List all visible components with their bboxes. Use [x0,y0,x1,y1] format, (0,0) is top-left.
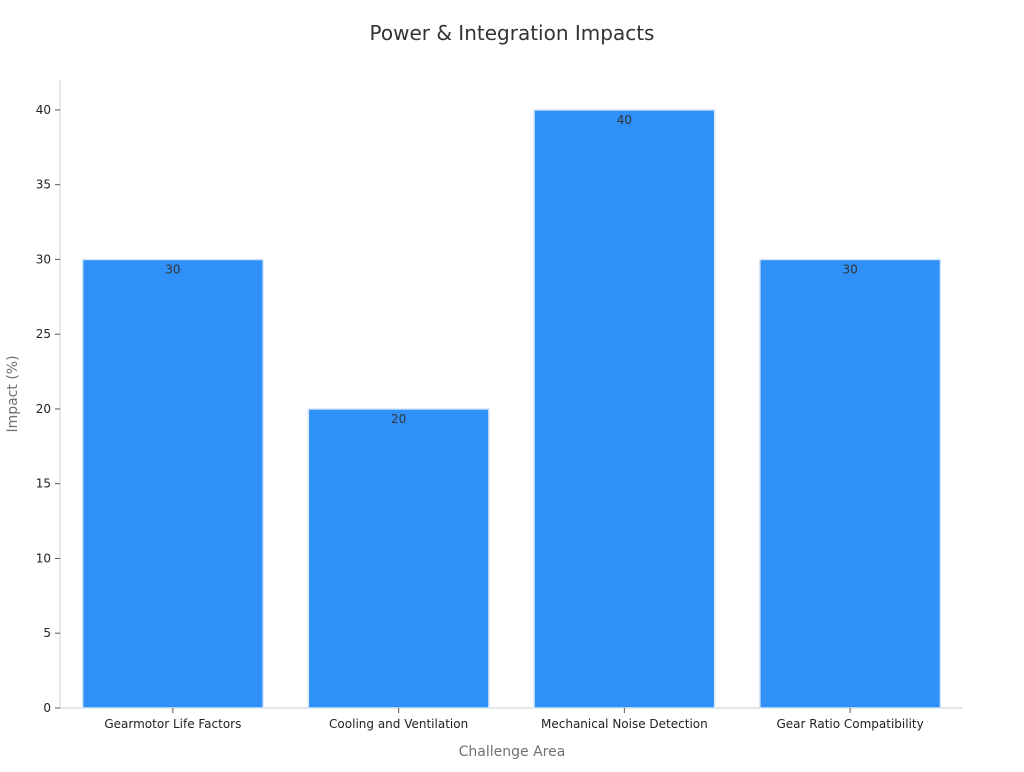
bar-data-label: 30 [842,262,857,276]
bar [81,258,264,709]
plot-area: 0 5 10 15 20 25 30 35 40 30 Gearmotor Life Factors… [36,80,963,731]
bar [307,408,490,709]
y-tick-label: 0 [43,701,51,715]
chart-title: Power & Integration Impacts [370,21,655,45]
y-tick-label: 30 [36,252,51,266]
y-tick-label: 40 [36,103,51,117]
x-tick-label: Gearmotor Life Factors [104,717,241,731]
bar [533,109,716,709]
bar-data-label: 40 [617,113,632,127]
x-tick-label: Mechanical Noise Detection [541,717,708,731]
y-tick-label: 25 [36,327,51,341]
x-axis-title: Challenge Area [459,744,566,760]
y-tick-label: 5 [43,626,51,640]
x-tick-label: Gear Ratio Compatibility [776,717,923,731]
y-tick-label: 20 [36,402,51,416]
bar-data-label: 20 [391,412,406,426]
y-tick-label: 10 [36,551,51,565]
bar-data-label: 30 [165,262,180,276]
bar [759,258,942,709]
x-tick-label: Cooling and Ventilation [329,717,468,731]
y-tick-label: 15 [36,477,51,491]
y-axis-title: Impact (%) [5,355,21,432]
y-tick-label: 35 [36,178,51,192]
